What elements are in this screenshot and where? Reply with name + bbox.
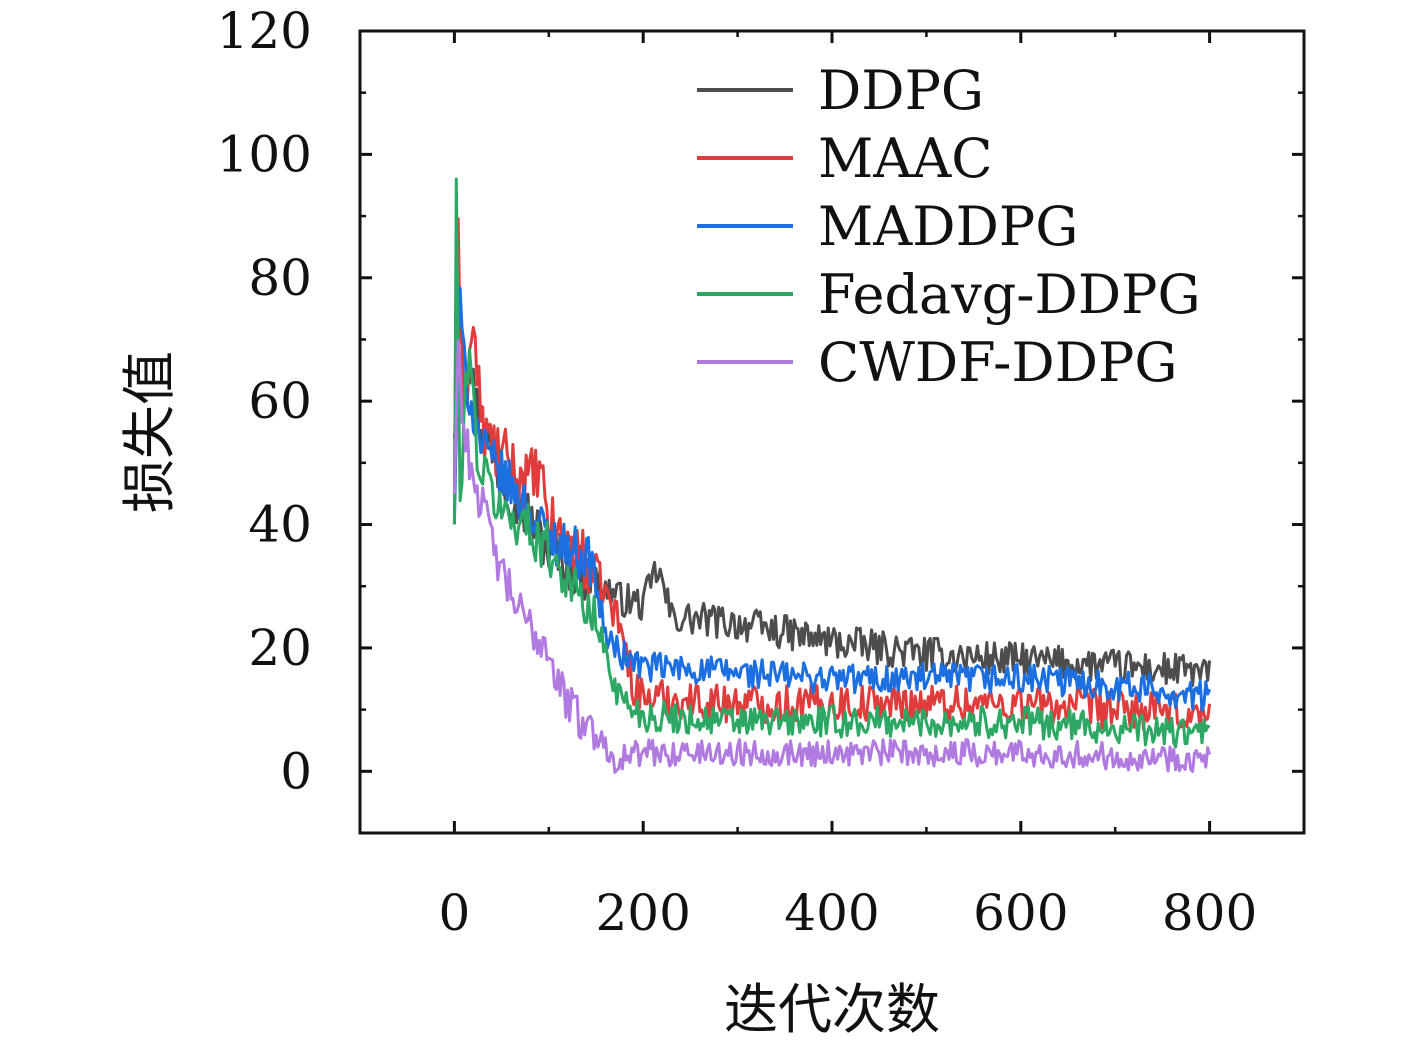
x-axis-title: 迭代次数 bbox=[724, 978, 940, 1041]
x-tick-label: 600 bbox=[973, 884, 1068, 942]
y-tick-label: 20 bbox=[248, 619, 312, 677]
series-layer bbox=[452, 177, 1212, 774]
y-tick-label: 40 bbox=[248, 496, 312, 554]
y-axis-title: 损失值 bbox=[118, 351, 181, 513]
legend-label: Fedavg-DDPG bbox=[818, 263, 1201, 326]
series-line-maddpg bbox=[452, 286, 1211, 713]
y-tick-label: 120 bbox=[217, 2, 312, 60]
legend-label: MAAC bbox=[818, 127, 993, 190]
y-tick-label: 100 bbox=[217, 125, 312, 183]
x-tick-label: 400 bbox=[784, 884, 879, 942]
tick-layer: 0 200 400 600 800 0 20 40 60 80 100 120 bbox=[217, 2, 1304, 942]
x-tick-label: 200 bbox=[595, 884, 690, 942]
legend-label: MADDPG bbox=[818, 195, 1078, 258]
legend-label: CWDF-DDPG bbox=[818, 331, 1177, 394]
y-tick-label: 60 bbox=[248, 372, 312, 430]
series-line-fedavg-ddpg bbox=[452, 177, 1211, 749]
y-tick-label: 80 bbox=[248, 249, 312, 307]
x-tick-label: 800 bbox=[1162, 884, 1257, 942]
legend-label: DDPG bbox=[818, 59, 984, 122]
series-line-cwdf-ddpg bbox=[452, 339, 1212, 774]
x-tick-label: 0 bbox=[438, 884, 470, 942]
y-tick-label: 0 bbox=[280, 742, 312, 800]
